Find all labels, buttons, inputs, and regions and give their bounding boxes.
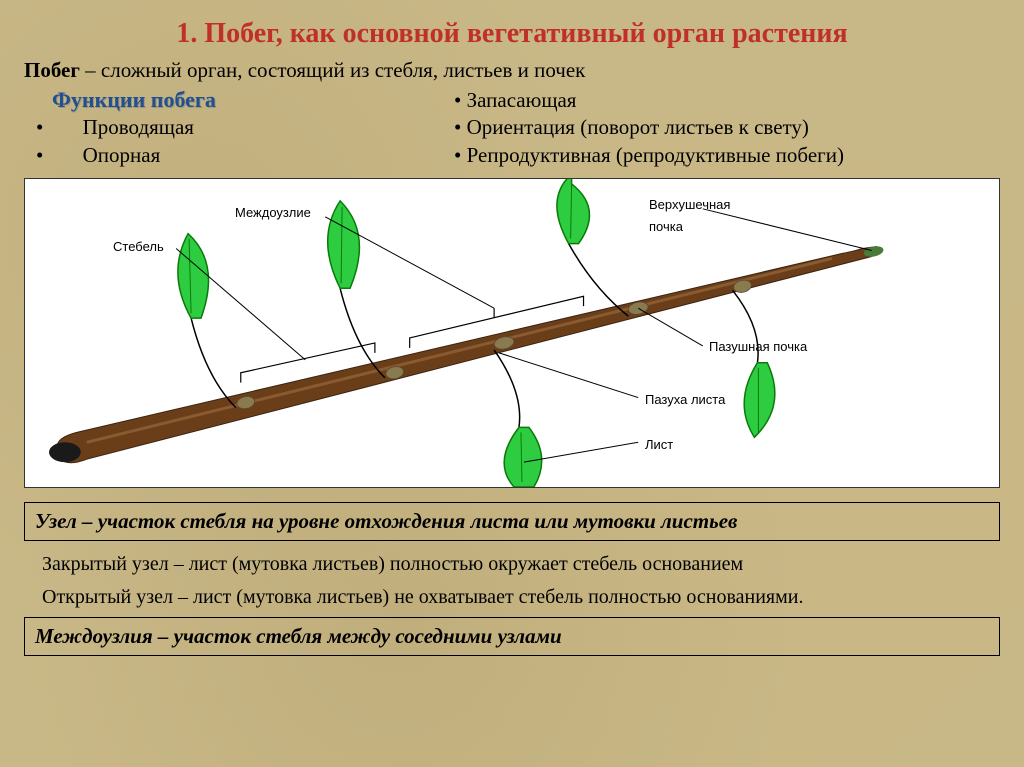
- functions-heading: Функции побега: [24, 87, 404, 113]
- func-right-0: Запасающая: [444, 87, 1000, 114]
- func-left-0: Проводящая: [84, 113, 404, 141]
- definition: Побег – сложный орган, состоящий из стеб…: [0, 50, 1024, 87]
- label-leaf-axil: Пазуха листа: [645, 392, 725, 407]
- leaf-5: [744, 362, 775, 437]
- label-stem: Стебель: [113, 239, 164, 254]
- functions-row: Функции побега Проводящая Опорная Запаса…: [0, 87, 1024, 170]
- label-internode: Междоузлие: [235, 205, 311, 220]
- label-apical-2: почка: [649, 219, 683, 234]
- definition-text: – сложный орган, состоящий из стебля, ли…: [80, 58, 585, 82]
- leaf-1: [178, 233, 209, 317]
- func-right-1: Ориентация (поворот листьев к свету): [444, 114, 1000, 141]
- leaf-3: [504, 427, 542, 487]
- def-internode: Междоузлия – участок стебля между соседн…: [24, 617, 1000, 656]
- definition-term: Побег: [24, 58, 80, 82]
- leaf-4: [557, 179, 590, 244]
- functions-right-col: Запасающая Ориентация (поворот листьев к…: [404, 87, 1000, 170]
- definitions-area: Узел – участок стебля на уровне отхожден…: [0, 488, 1024, 656]
- func-right-2: Репродуктивная (репродуктивные побеги): [444, 142, 1000, 169]
- functions-left-list: Проводящая Опорная: [24, 113, 404, 170]
- label-apical-1: Верхушечная: [649, 197, 730, 212]
- diagram-svg: [25, 179, 999, 487]
- label-axillary-bud: Пазушная почка: [709, 339, 807, 354]
- functions-left-col: Функции побега Проводящая Опорная: [24, 87, 404, 170]
- def-closed-node: Закрытый узел – лист (мутовка листьев) п…: [24, 551, 1000, 584]
- leaf-2: [328, 201, 360, 288]
- page-title: 1. Побег, как основной вегетативный орга…: [0, 0, 1024, 50]
- shoot-diagram: Междоузлие Стебель Верхушечная почка Паз…: [24, 178, 1000, 488]
- label-leaf: Лист: [645, 437, 673, 452]
- def-open-node: Открытый узел – лист (мутовка листьев) н…: [24, 584, 1000, 617]
- func-left-1: Опорная: [84, 141, 404, 169]
- def-node: Узел – участок стебля на уровне отхожден…: [24, 502, 1000, 541]
